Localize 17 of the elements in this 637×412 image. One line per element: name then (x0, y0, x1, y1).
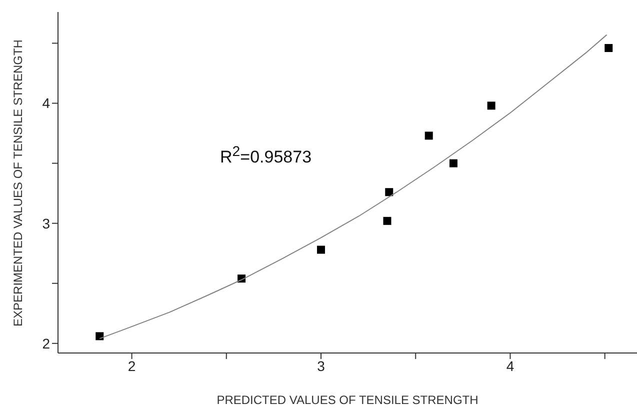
x-tick-label: 3 (317, 358, 326, 374)
x-tick-label: 2 (128, 358, 136, 374)
x-axis-title: PREDICTED VALUES OF TENSILE STRENGTH (216, 393, 478, 407)
annotation: R$^{2}$=0.95873 (220, 144, 312, 168)
point (604, 44, 613, 52)
y-tick-label: 2 (42, 335, 50, 352)
point (383, 216, 392, 225)
y-tick-label: 3 (42, 215, 50, 232)
point (96, 332, 104, 340)
x-tick-label: 4 (506, 358, 514, 374)
point (449, 159, 458, 168)
point (385, 188, 394, 196)
point (487, 102, 496, 110)
y-axis-title: EXPERIMENTED VALUES OF TENSILE STRENGTH (11, 40, 25, 326)
y-tick-label: 4 (42, 95, 50, 112)
point (424, 132, 433, 140)
point (317, 246, 326, 254)
